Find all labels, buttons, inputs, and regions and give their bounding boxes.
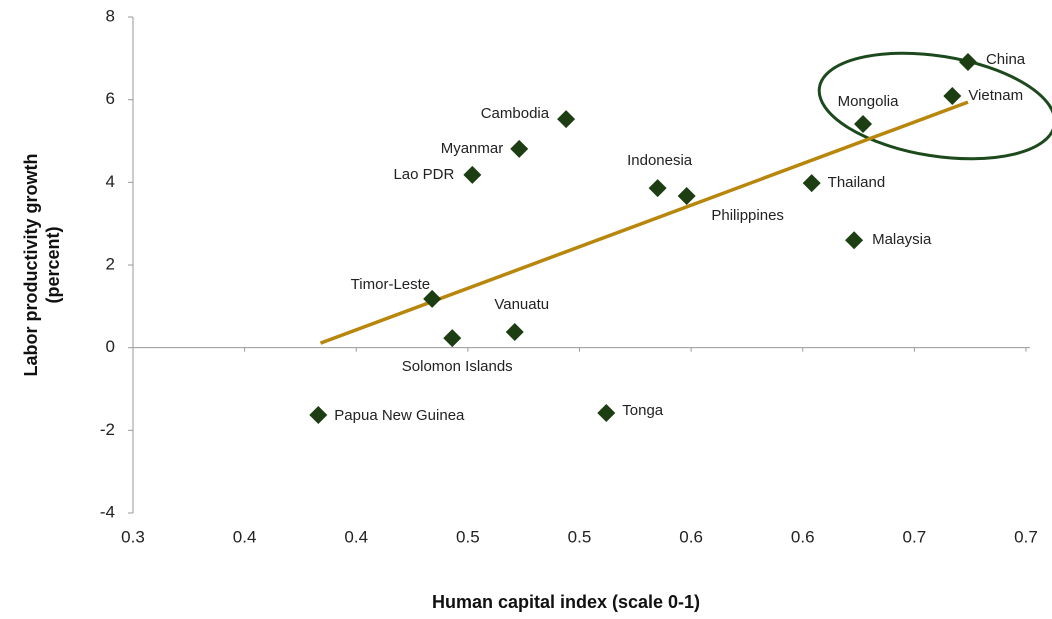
point [443, 329, 462, 348]
point [505, 322, 524, 341]
x-tick-label: 0.3 [121, 527, 145, 546]
point-label: Mongolia [838, 93, 900, 110]
highlight-ellipse [817, 51, 1052, 161]
x-tick-label: 0.6 [791, 527, 815, 546]
point-label: Lao PDR [393, 166, 454, 183]
point [557, 110, 576, 129]
y-tick-label: 0 [106, 337, 115, 356]
point [802, 174, 821, 193]
point-label: Papua New Guinea [334, 407, 465, 424]
trend-line [319, 100, 969, 345]
point [854, 115, 873, 134]
point-label: China [986, 51, 1026, 68]
point [463, 165, 482, 184]
y-tick-label: -2 [100, 420, 115, 439]
point [423, 289, 442, 308]
x-tick-label: 0.4 [233, 527, 257, 546]
x-tick-label: 0.4 [344, 527, 368, 546]
point [677, 186, 696, 205]
x-tick-label: 0.5 [456, 527, 480, 546]
y-tick-label: 6 [106, 89, 115, 108]
x-tick-label: 0.5 [568, 527, 592, 546]
point [943, 86, 962, 105]
y-tick-label: 2 [106, 254, 115, 273]
point-label: Timor-Leste [351, 276, 430, 293]
point-label: Tonga [622, 402, 664, 419]
y-tick-label: -4 [100, 502, 115, 521]
point [597, 403, 616, 422]
point-label: Malaysia [872, 231, 932, 248]
point [845, 231, 864, 250]
point-label: Vanuatu [494, 296, 549, 313]
point-label: Indonesia [627, 152, 693, 169]
point-label: Thailand [828, 174, 886, 191]
y-tick-label: 8 [106, 6, 115, 25]
y-axis-title-line: (percent) [43, 226, 63, 303]
point [648, 179, 667, 198]
x-axis-title: Human capital index (scale 0-1) [432, 592, 700, 612]
x-tick-label: 0.7 [1014, 527, 1038, 546]
y-tick-label: 4 [106, 172, 115, 191]
point-label: Cambodia [481, 105, 550, 122]
point [309, 406, 328, 425]
point-label: Vietnam [968, 87, 1023, 104]
x-tick-label: 0.6 [679, 527, 703, 546]
y-axis-title-line: Labor productivity growth [21, 154, 41, 377]
point-label: Solomon Islands [402, 358, 513, 375]
point [510, 139, 529, 158]
point-label: Philippines [711, 207, 784, 224]
y-axis-title: Labor productivity growth (percent) [21, 154, 63, 377]
point-label: Myanmar [441, 140, 504, 157]
x-tick-label: 0.7 [903, 527, 927, 546]
point [958, 53, 977, 72]
